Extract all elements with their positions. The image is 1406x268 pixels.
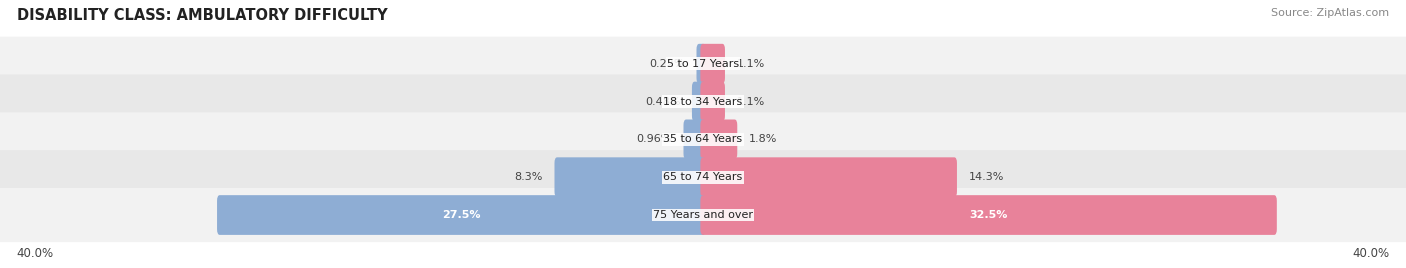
Text: 75 Years and over: 75 Years and over xyxy=(652,210,754,220)
Text: 65 to 74 Years: 65 to 74 Years xyxy=(664,172,742,182)
Text: 1.1%: 1.1% xyxy=(737,59,765,69)
Text: 18 to 34 Years: 18 to 34 Years xyxy=(664,96,742,106)
FancyBboxPatch shape xyxy=(700,82,725,121)
FancyBboxPatch shape xyxy=(683,120,706,159)
FancyBboxPatch shape xyxy=(696,44,706,84)
Text: 0.22%: 0.22% xyxy=(650,59,685,69)
Text: 27.5%: 27.5% xyxy=(441,210,481,220)
Text: 35 to 64 Years: 35 to 64 Years xyxy=(664,134,742,144)
Text: 40.0%: 40.0% xyxy=(17,247,53,260)
FancyBboxPatch shape xyxy=(692,82,706,121)
Text: DISABILITY CLASS: AMBULATORY DIFFICULTY: DISABILITY CLASS: AMBULATORY DIFFICULTY xyxy=(17,8,388,23)
FancyBboxPatch shape xyxy=(0,75,1406,129)
FancyBboxPatch shape xyxy=(0,188,1406,242)
FancyBboxPatch shape xyxy=(217,195,706,235)
Text: Source: ZipAtlas.com: Source: ZipAtlas.com xyxy=(1271,8,1389,18)
FancyBboxPatch shape xyxy=(0,112,1406,166)
Text: 0.96%: 0.96% xyxy=(637,134,672,144)
Text: 14.3%: 14.3% xyxy=(969,172,1004,182)
FancyBboxPatch shape xyxy=(0,150,1406,204)
Text: 32.5%: 32.5% xyxy=(969,210,1008,220)
Text: 8.3%: 8.3% xyxy=(515,172,543,182)
FancyBboxPatch shape xyxy=(700,157,957,197)
FancyBboxPatch shape xyxy=(700,120,737,159)
Text: 1.8%: 1.8% xyxy=(749,134,778,144)
FancyBboxPatch shape xyxy=(0,37,1406,91)
Text: 40.0%: 40.0% xyxy=(1353,247,1389,260)
Text: 5 to 17 Years: 5 to 17 Years xyxy=(666,59,740,69)
FancyBboxPatch shape xyxy=(700,195,1277,235)
Text: 1.1%: 1.1% xyxy=(737,96,765,106)
FancyBboxPatch shape xyxy=(700,44,725,84)
FancyBboxPatch shape xyxy=(554,157,706,197)
Text: 0.48%: 0.48% xyxy=(645,96,681,106)
